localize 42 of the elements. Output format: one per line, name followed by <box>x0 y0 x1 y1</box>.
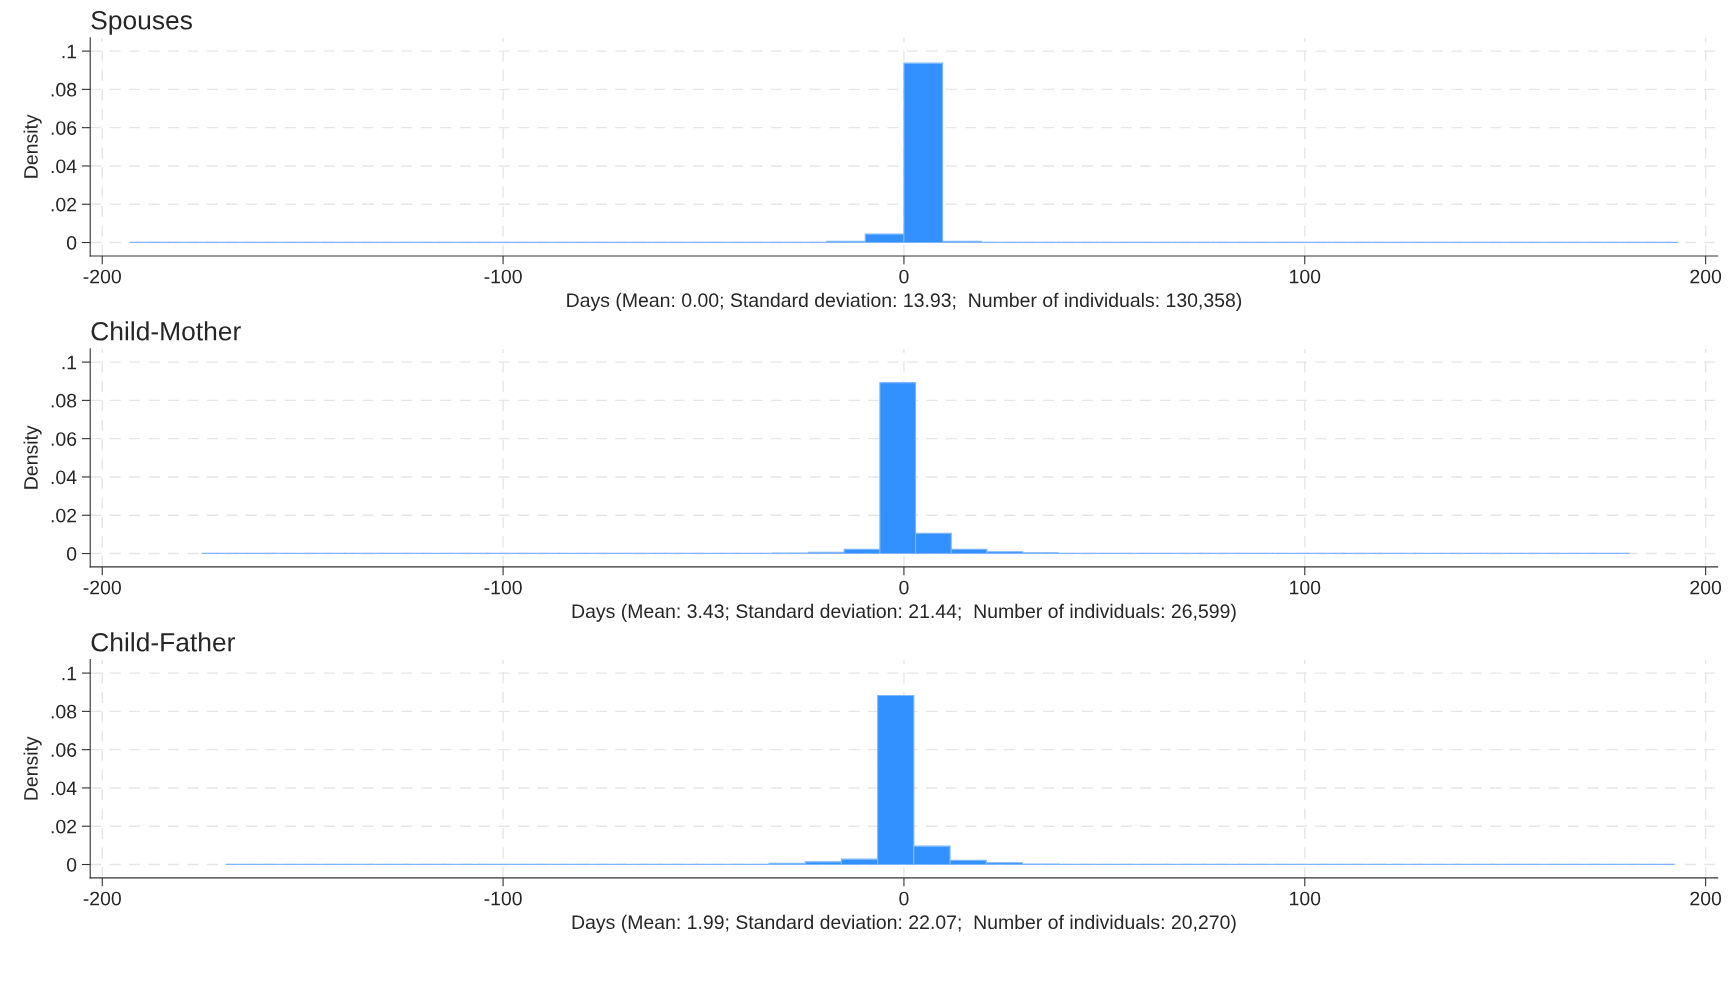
y-tick-label: 0 <box>66 236 77 250</box>
x-axis-title: Days (Mean: 0.00; Standard deviation: 13.93; Number of individuals: 130,358) <box>567 292 1242 311</box>
chart-title: Child-Father <box>91 632 235 652</box>
y-axis-title: Density <box>23 425 42 489</box>
y-tick-label: .1 <box>62 44 77 59</box>
x-tick-label: -200 <box>83 580 121 595</box>
x-tick-label: -200 <box>83 269 121 284</box>
y-tick-label: 0 <box>66 857 77 872</box>
x-tick-label: 200 <box>1690 891 1722 906</box>
x-tick-label: 100 <box>1290 891 1321 906</box>
y-tick-label: .04 <box>51 159 77 174</box>
y-tick-label: .08 <box>51 82 77 97</box>
y-axis-title: Density <box>23 736 42 800</box>
x-tick-label: 200 <box>1690 580 1722 595</box>
chart-title: Child-Mother <box>91 321 241 341</box>
x-tick-label: 0 <box>899 580 909 595</box>
y-tick-label: .02 <box>51 819 77 834</box>
y-tick-label: .06 <box>51 743 77 757</box>
y-tick-label: .02 <box>51 508 77 523</box>
x-axis-title: Days (Mean: 3.43; Standard deviation: 21.44; Number of individuals: 26,599) <box>572 603 1236 622</box>
y-tick-label: .04 <box>51 781 77 796</box>
y-tick-label: .1 <box>62 355 77 370</box>
x-tick-label: 200 <box>1690 269 1722 284</box>
y-tick-label: 0 <box>66 547 77 561</box>
y-tick-label: .06 <box>51 432 77 446</box>
x-tick-label: 0 <box>899 891 909 906</box>
y-tick-label: .06 <box>51 121 77 135</box>
y-axis-title: Density <box>23 114 42 178</box>
y-tick-label: .04 <box>51 470 77 485</box>
x-tick-label: -100 <box>484 580 522 595</box>
x-tick-label: -200 <box>83 891 121 906</box>
y-tick-label: .08 <box>51 704 77 719</box>
x-tick-label: 100 <box>1290 580 1321 595</box>
x-tick-label: -100 <box>484 269 522 284</box>
y-tick-label: .02 <box>51 197 77 212</box>
x-tick-label: 100 <box>1290 269 1321 284</box>
x-axis-title: Days (Mean: 1.99; Standard deviation: 22.07; Number of individuals: 20,270) <box>572 914 1236 933</box>
chart-title: Spouses <box>91 10 192 35</box>
y-tick-label: .08 <box>51 393 77 408</box>
y-tick-label: .1 <box>62 666 77 681</box>
x-tick-label: -100 <box>484 891 522 906</box>
x-tick-label: 0 <box>899 269 909 284</box>
